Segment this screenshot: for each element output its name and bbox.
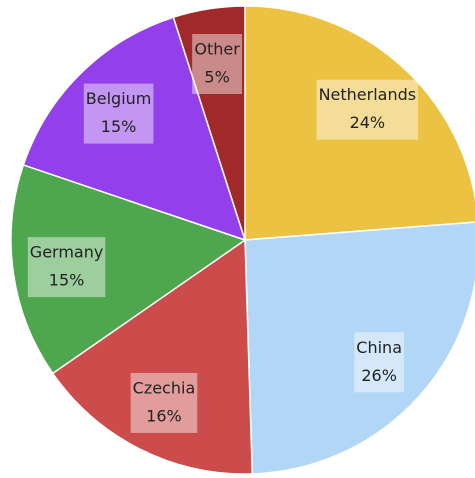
- slice-name: Czechia: [133, 378, 196, 397]
- slice-value: 26%: [361, 366, 397, 385]
- slice-value: 16%: [146, 406, 182, 425]
- slice-label: Netherlands 24%: [316, 79, 419, 140]
- slice-value: 15%: [101, 117, 137, 136]
- label-box: [130, 372, 198, 433]
- slice-name: China: [356, 338, 402, 357]
- pie-slice: [172, 5, 246, 241]
- slice-value: 15%: [49, 271, 85, 290]
- slice-value: 5%: [204, 67, 229, 86]
- pie-slice: [10, 163, 247, 375]
- slice-label: Czechia 16%: [130, 372, 198, 433]
- slice-name: Netherlands: [319, 85, 417, 104]
- pie-slice: [51, 238, 254, 475]
- label-box: [192, 33, 243, 94]
- slice-label: China 26%: [354, 332, 405, 393]
- slice-name: Belgium: [86, 89, 152, 108]
- slice-name: Other: [194, 39, 240, 58]
- slice-value: 24%: [350, 113, 386, 132]
- label-box: [83, 83, 154, 144]
- slice-label: Germany 15%: [27, 237, 106, 298]
- label-box: [316, 79, 419, 140]
- label-box: [27, 237, 106, 298]
- slice-name: Germany: [30, 243, 104, 262]
- pie-slice: [22, 16, 247, 242]
- pie-slice: [244, 5, 475, 241]
- pie-slice: [244, 221, 475, 475]
- slice-label: Belgium 15%: [83, 83, 154, 144]
- slice-label: Other 5%: [192, 33, 243, 94]
- label-box: [354, 332, 405, 393]
